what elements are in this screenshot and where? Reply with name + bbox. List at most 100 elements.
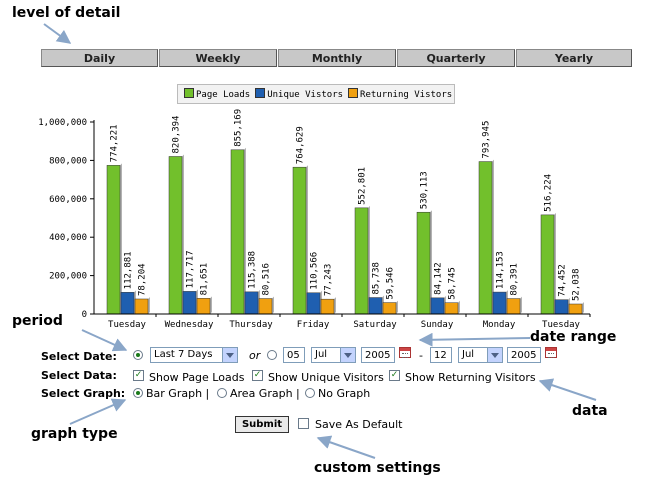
period-radio[interactable] — [133, 350, 143, 360]
submit-button[interactable]: Submit — [235, 416, 289, 433]
chevron-down-icon — [340, 348, 355, 362]
select-date-label: Select Date: — [41, 350, 117, 363]
tab-yearly[interactable]: Yearly — [516, 49, 632, 67]
date-range-dash: - — [419, 349, 423, 362]
from-month-value: Jul — [315, 349, 328, 360]
callout-data: data — [572, 403, 608, 419]
from-day-input[interactable] — [283, 347, 305, 363]
bar-returning-visitors — [506, 298, 521, 315]
to-month-select[interactable]: Jul — [458, 347, 503, 363]
x-tick-label: Tuesday — [108, 320, 147, 330]
to-day-input[interactable] — [430, 347, 452, 363]
show-unique-visitors-checkbox[interactable]: ✓ — [252, 370, 263, 381]
bar-value-label: 80,516 — [262, 263, 272, 296]
from-year-input[interactable] — [361, 347, 395, 363]
arrow-data — [538, 378, 597, 401]
bar-value-label: 552,801 — [358, 167, 368, 205]
from-month-select[interactable]: Jul — [311, 347, 356, 363]
legend-unique-visitors: Unique Vistors — [255, 88, 343, 100]
bar-page-loads — [478, 161, 493, 315]
tab-monthly[interactable]: Monthly — [278, 49, 396, 67]
show-unique-visitors-label: Show Unique Visitors — [268, 371, 384, 384]
bar-side-page-loads — [120, 163, 122, 314]
tab-quarterly[interactable]: Quarterly — [397, 49, 515, 67]
bar-value-label: 115,388 — [248, 251, 258, 289]
save-default-checkbox[interactable] — [298, 418, 309, 429]
legend-page-loads: Page Loads — [184, 88, 250, 100]
period-select[interactable]: Last 7 Days — [150, 347, 238, 363]
bar-value-label: 530,113 — [420, 171, 430, 209]
bar-side-returning-visitors — [520, 296, 522, 314]
show-page-loads-label: Show Page Loads — [149, 371, 245, 384]
no-graph-radio[interactable] — [305, 388, 315, 398]
y-tick-label: 600,000 — [49, 195, 87, 205]
legend-label-unique-visitors: Unique Vistors — [267, 90, 344, 100]
area-graph-label: Area Graph | — [230, 387, 300, 400]
tab-weekly[interactable]: Weekly — [159, 49, 277, 67]
bar-value-label: 58,745 — [448, 267, 458, 300]
chevron-down-icon — [487, 348, 502, 362]
legend-label-returning-visitors: Returning Vistors — [360, 90, 453, 100]
bar-value-label: 117,717 — [186, 250, 196, 288]
bar-page-loads — [168, 156, 183, 315]
bar-value-label: 74,452 — [558, 264, 568, 297]
no-graph-label: No Graph — [318, 387, 371, 400]
save-default-label: Save As Default — [315, 418, 403, 431]
or-label: or — [249, 349, 261, 362]
bar-value-label: 820,394 — [172, 116, 182, 154]
x-tick-label: Saturday — [353, 320, 397, 330]
bar-chart: 0 200,000 400,000 600,000 800,000 1,000,000 77… — [38, 109, 591, 330]
bar-side-returning-visitors — [396, 300, 398, 314]
legend-swatch-returning-visitors — [348, 88, 359, 98]
bar-side-returning-visitors — [334, 297, 336, 314]
bar-side-page-loads — [244, 147, 246, 314]
bar-side-returning-visitors — [582, 302, 584, 314]
bar-page-loads — [354, 207, 369, 315]
calendar-icon[interactable] — [545, 347, 557, 358]
bar-value-label: 81,651 — [200, 263, 210, 296]
bar-value-label: 85,738 — [372, 262, 382, 295]
callout-period: period — [12, 313, 63, 329]
callout-graph-type: graph type — [31, 426, 118, 442]
legend-swatch-page-loads — [184, 88, 194, 98]
bar-value-label: 774,221 — [110, 124, 120, 162]
x-tick-label: Thursday — [229, 320, 273, 330]
x-tick-label: Monday — [483, 320, 516, 330]
bar-returning-visitors — [382, 302, 397, 315]
bar-returning-visitors — [196, 298, 211, 315]
show-returning-visitors-checkbox[interactable]: ✓ — [389, 370, 400, 381]
chevron-down-icon — [222, 348, 237, 362]
bar-value-label: 112,881 — [124, 251, 134, 289]
show-page-loads-checkbox[interactable]: ✓ — [133, 370, 144, 381]
legend-swatch-unique-visitors — [255, 88, 266, 98]
select-graph-label: Select Graph: — [41, 387, 126, 400]
bar-graph-radio[interactable] — [133, 388, 143, 398]
bar-value-label: 855,169 — [234, 109, 244, 147]
date-range-radio[interactable] — [267, 350, 277, 360]
to-year-input[interactable] — [507, 347, 541, 363]
bar-value-label: 77,243 — [324, 264, 334, 297]
y-tick-label: 800,000 — [49, 156, 87, 166]
bar-returning-visitors — [568, 303, 583, 315]
bar-unique-visitors — [554, 299, 569, 315]
y-tick-label: 200,000 — [49, 272, 87, 282]
x-tick-label: Tuesday — [542, 320, 581, 330]
y-tick-label: 1,000,000 — [38, 118, 87, 128]
arrow-graph-type — [69, 398, 127, 425]
bar-page-loads — [540, 214, 555, 315]
area-graph-radio[interactable] — [217, 388, 227, 398]
bar-side-page-loads — [492, 159, 494, 314]
bar-value-label: 80,391 — [510, 263, 520, 296]
bar-value-label: 764,629 — [296, 126, 306, 164]
bar-unique-visitors — [430, 297, 445, 315]
calendar-icon[interactable] — [399, 347, 411, 358]
bar-unique-visitors — [244, 291, 259, 315]
bar-unique-visitors — [306, 292, 321, 315]
show-returning-visitors-label: Show Returning Visitors — [405, 371, 536, 384]
tab-daily[interactable]: Daily — [41, 49, 158, 67]
callout-custom-settings: custom settings — [314, 460, 441, 476]
chart-legend: Page Loads Unique Vistors Returning Vist… — [177, 84, 455, 104]
select-data-label: Select Data: — [41, 369, 117, 382]
bar-side-page-loads — [182, 154, 184, 314]
arrow-custom-settings — [316, 435, 376, 459]
